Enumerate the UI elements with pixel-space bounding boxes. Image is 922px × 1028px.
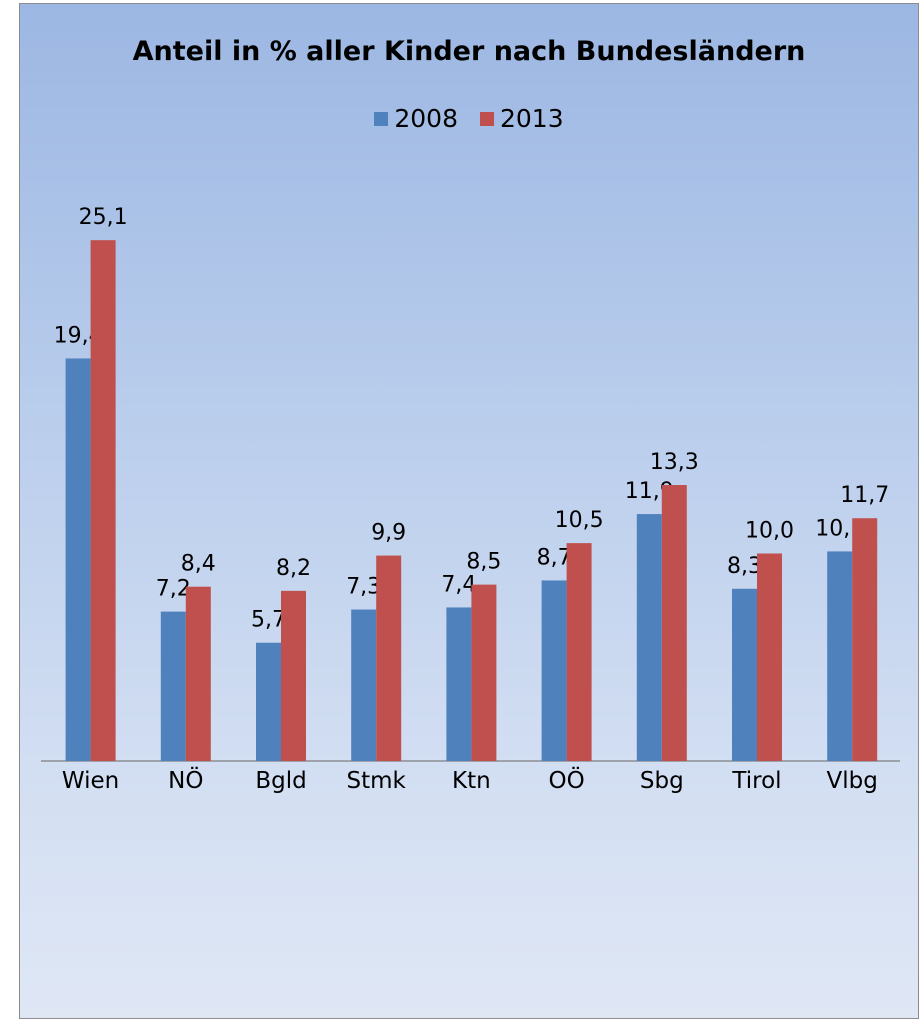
data-label-2013-Tirol: 10,0 <box>745 519 794 544</box>
data-label-2013-Wien: 25,1 <box>79 205 128 230</box>
data-label-2013-Sbg: 13,3 <box>650 450 699 475</box>
bar-2013-Wien <box>90 240 116 762</box>
chart-title: Anteil in % aller Kinder nach Bundesländ… <box>132 36 806 67</box>
legend-swatch-2008 <box>374 111 389 126</box>
bar-2013-Tirol <box>757 553 782 761</box>
legend-swatch-2013 <box>480 111 494 126</box>
bar-2008-Ktn <box>446 607 472 761</box>
chart-legend: 2008 2013 <box>20 104 918 133</box>
bar-2013-Sbg <box>661 485 687 761</box>
chart-frame: Anteil in % aller Kinder nach Bundesländ… <box>19 3 919 1019</box>
bar-2008-Tirol <box>732 588 757 761</box>
bar-2013-Ktn <box>471 584 497 761</box>
data-label-2008-Ktn: 7,4 <box>441 572 476 597</box>
x-tick-label-Ktn: Ktn <box>452 768 491 794</box>
legend-label-2008: 2008 <box>394 104 458 133</box>
x-tick-label-OÖ: OÖ <box>548 766 584 794</box>
bar-2013-NÖ <box>185 586 211 761</box>
data-label-2008-Tirol: 8,3 <box>727 554 762 579</box>
data-label-2013-NÖ: 8,4 <box>181 552 216 577</box>
bar-2013-Vlbg <box>852 518 878 761</box>
bar-2013-Stmk <box>376 555 402 761</box>
x-tick-label-Wien: Wien <box>62 768 119 794</box>
data-label-2013-Stmk: 9,9 <box>371 521 406 546</box>
data-label-2008-OÖ: 8,7 <box>537 545 572 570</box>
legend-item-2008: 2008 <box>374 104 458 133</box>
data-label-2008-NÖ: 7,2 <box>156 577 191 602</box>
bar-2008-Bgld <box>256 642 281 761</box>
bar-2008-Wien <box>65 358 91 761</box>
bar-chart-plot: 19,425,1Wien7,28,4NÖ5,78,2Bgld7,39,9Stmk… <box>41 205 900 794</box>
x-tick-label-Tirol: Tirol <box>731 768 781 794</box>
x-tick-label-Stmk: Stmk <box>347 768 407 794</box>
x-tick-label-Vlbg: Vlbg <box>827 768 878 794</box>
legend-item-2013: 2013 <box>480 104 564 133</box>
data-label-2013-OÖ: 10,5 <box>555 508 604 533</box>
bar-2008-Vlbg <box>827 551 853 761</box>
x-tick-label-Bgld: Bgld <box>255 768 306 794</box>
data-label-2013-Ktn: 8,5 <box>466 550 501 575</box>
bar-2013-Bgld <box>281 590 306 761</box>
data-label-2013-Vlbg: 11,7 <box>840 483 889 508</box>
bar-2008-Stmk <box>351 609 377 761</box>
data-label-2008-Stmk: 7,3 <box>346 575 381 600</box>
bar-2013-OÖ <box>566 543 592 761</box>
bar-2008-Sbg <box>636 514 662 761</box>
x-tick-label-NÖ: NÖ <box>168 766 203 794</box>
legend-label-2013: 2013 <box>500 104 564 133</box>
data-label-2013-Bgld: 8,2 <box>276 556 311 581</box>
x-tick-label-Sbg: Sbg <box>640 768 684 794</box>
bar-2008-OÖ <box>541 580 567 761</box>
bar-2008-NÖ <box>160 611 186 761</box>
data-label-2008-Bgld: 5,7 <box>251 608 286 633</box>
